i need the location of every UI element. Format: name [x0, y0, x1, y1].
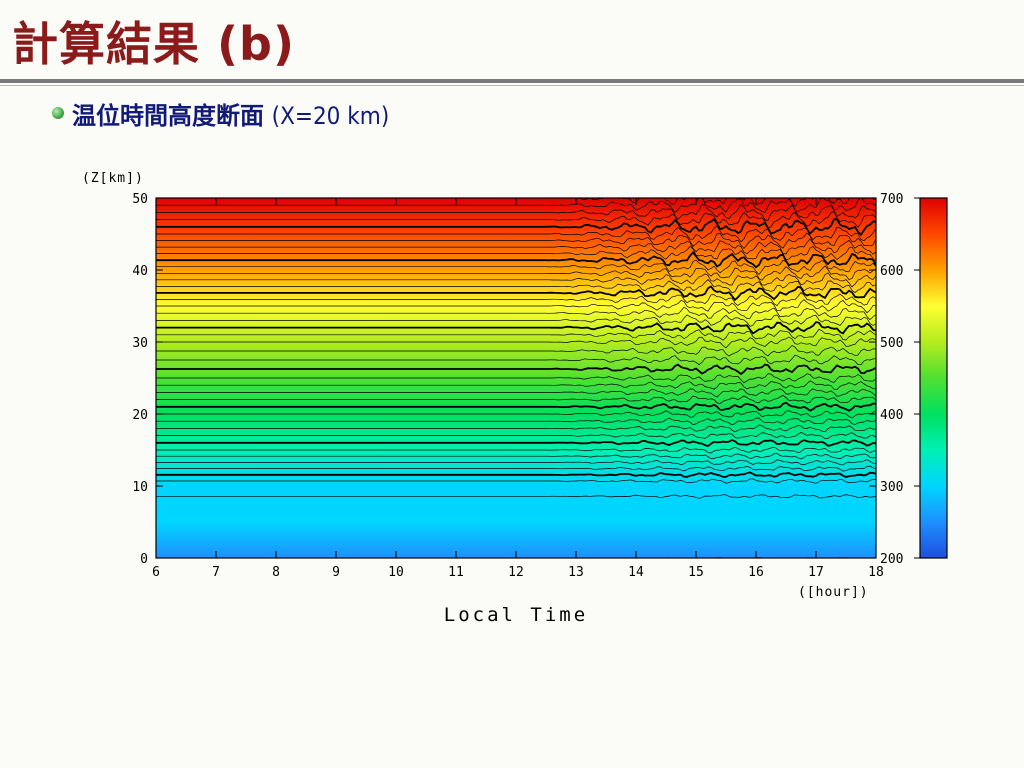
colorbar	[919, 197, 948, 559]
x-axis-label: Local Time	[444, 604, 588, 626]
bullet-main-text: 温位時間高度断面	[72, 101, 264, 130]
x-tick-label: 14	[628, 565, 644, 580]
contour-lines	[156, 198, 876, 558]
colorbar-tick-label: 700	[880, 192, 903, 207]
potential-temperature-chart: 6 7 8 9 10 11 12 13 14 15 16 17 18 0 10 20 30 40 50 200 30…	[82, 171, 948, 626]
colorbar-axis: 200 300 400 500 600 700	[880, 192, 920, 567]
contour-line	[156, 344, 876, 357]
colorbar-tick-label: 600	[880, 264, 903, 279]
contour-line	[156, 278, 876, 294]
contour-line	[156, 306, 876, 321]
contour-line	[156, 465, 876, 472]
x-tick-label: 15	[688, 565, 704, 580]
x-tick-label: 16	[748, 565, 764, 580]
bullet-icon	[52, 107, 64, 119]
contour-line	[156, 446, 876, 454]
contour-line	[156, 211, 876, 229]
x-tick-label: 13	[568, 565, 584, 580]
contour-line	[156, 409, 876, 419]
contour-line	[156, 380, 876, 390]
contour-line	[156, 238, 876, 255]
contour-line	[156, 291, 876, 307]
x-tick-label: 6	[152, 565, 160, 580]
colorbar-tick-label: 200	[880, 552, 903, 567]
x-tick-label: 17	[808, 565, 824, 580]
title-divider	[0, 79, 1024, 83]
contour-line	[156, 328, 876, 341]
x-axis-unit: ([hour])	[798, 585, 869, 600]
y-axis-label: (Z[km])	[82, 171, 144, 186]
contour-line	[156, 432, 876, 440]
x-tick-label: 18	[868, 565, 884, 580]
y-tick-label: 50	[132, 192, 148, 207]
contour-line	[156, 373, 876, 384]
y-tick-label: 20	[132, 408, 148, 423]
y-tick-label: 30	[132, 336, 148, 351]
contour-line	[156, 424, 876, 433]
contour-line-bold	[156, 439, 876, 447]
contour-line	[156, 245, 876, 262]
contour-line	[156, 299, 876, 314]
contour-line	[156, 265, 876, 281]
bullet-item: 温位時間高度断面 (X=20 km)	[52, 97, 390, 130]
contour-line	[156, 453, 876, 460]
y-tick-label: 40	[132, 264, 148, 279]
contour-line	[156, 225, 876, 243]
contour-line-bold	[156, 218, 876, 237]
x-axis: 6 7 8 9 10 11 12 13 14 15 16 17 18	[152, 198, 884, 580]
contour-line	[156, 232, 876, 250]
contour-line	[156, 336, 876, 349]
contour-line-bold	[156, 471, 876, 478]
title-divider-shadow	[0, 85, 1024, 86]
contour-line-bold	[156, 363, 876, 376]
x-tick-label: 10	[388, 565, 404, 580]
contour-line-bold	[156, 250, 876, 269]
colorbar-tick-label: 300	[880, 480, 903, 495]
x-tick-label: 7	[212, 565, 220, 580]
contour-line	[156, 388, 876, 398]
y-tick-label: 10	[132, 480, 148, 495]
contour-line	[156, 314, 876, 327]
x-tick-label: 12	[508, 565, 524, 580]
contour-line	[156, 259, 876, 276]
colorbar-tick-label: 400	[880, 408, 903, 423]
y-axis: 0 10 20 30 40 50	[132, 192, 876, 567]
x-tick-label: 9	[332, 565, 340, 580]
contour-line	[156, 203, 876, 221]
contour-line	[156, 198, 876, 214]
contour-line	[156, 354, 876, 366]
contour-line	[156, 394, 876, 405]
contour-line	[156, 459, 876, 466]
contour-line	[156, 272, 876, 288]
contour-line-bold	[156, 401, 876, 412]
y-tick-label: 0	[140, 552, 148, 567]
slide-title: 計算結果 (b)	[12, 17, 295, 71]
contour-line-bold	[156, 285, 876, 302]
contour-line	[156, 478, 876, 484]
colorbar-tick-label: 500	[880, 336, 903, 351]
contour-line	[156, 417, 876, 426]
x-tick-label: 8	[272, 565, 280, 580]
bullet-sub-text: (X=20 km)	[271, 101, 390, 130]
contour-line-bold	[156, 321, 876, 335]
x-tick-label: 11	[448, 565, 464, 580]
contour-line	[156, 494, 876, 499]
